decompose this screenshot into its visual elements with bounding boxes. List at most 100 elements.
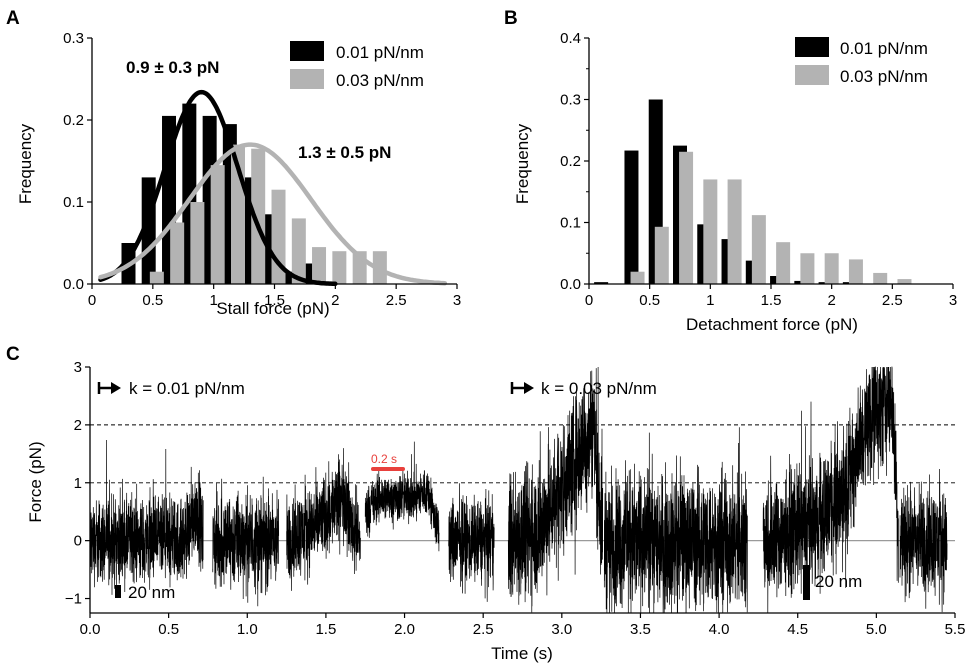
panel-a-x-tick-label: 1.5	[264, 292, 285, 309]
panel-c-x-tick-label: 3.5	[630, 621, 651, 638]
panel-a-x-tick-label: 2	[331, 292, 339, 309]
panel-b-x-tick-label: 3	[949, 292, 957, 309]
panel-b-y-tick-label: 0.3	[560, 92, 581, 109]
panel-b-legend-swatch-light	[795, 65, 829, 85]
panel-c-x-tick-label: 0.0	[80, 621, 101, 638]
panel-b-letter: B	[504, 8, 518, 29]
panel-c-x-tick-label: 2.0	[394, 621, 415, 638]
panel-b-bar-light	[727, 179, 742, 284]
panel-a-y-tick-label: 0.0	[63, 276, 84, 293]
panel-b-bar-light	[897, 279, 912, 284]
time-scale-label: 0.2 s	[371, 452, 397, 466]
panel-b-y-tick-label: 0.4	[560, 30, 581, 47]
panel-a-bar-light	[210, 165, 225, 284]
panel-b-bar-light	[630, 271, 645, 284]
panel-a-bar-light	[251, 148, 266, 284]
panel-a-y-axis-label: Frequency	[16, 123, 35, 204]
force-trace-high-k	[899, 468, 948, 613]
panel-a-fit-curve-dark	[98, 89, 338, 287]
panel-a-legend-swatch-dark	[290, 41, 324, 61]
force-trace-low-k	[448, 483, 495, 602]
arrow-right-icon	[97, 382, 121, 394]
panel-c-x-tick-label: 4.0	[709, 621, 730, 638]
panel-b-bar-light	[751, 215, 766, 284]
panel-b-bar-light	[703, 179, 718, 284]
arrow-right-icon	[510, 382, 534, 394]
panel-b-bar-dark	[594, 282, 609, 284]
panel-b-bar-light	[776, 242, 791, 284]
panel-c-letter: C	[6, 344, 20, 365]
stiffness-label-low: k = 0.01 pN/nm	[129, 379, 245, 398]
panel-a-annotation-high-k: 1.3 ± 0.5 pN	[298, 143, 391, 162]
force-trace-low-k	[89, 439, 204, 595]
panel-a-x-axis-label: Stall force (pN)	[216, 299, 329, 318]
panel-a-legend-label-dark: 0.01 pN/nm	[336, 43, 424, 62]
panel-a-x-tick-label: 3	[453, 292, 461, 309]
panel-a-fit-curve-light	[98, 142, 448, 286]
force-trace-low-k	[212, 476, 280, 607]
panel-a-legend-swatch-light	[290, 69, 324, 89]
panel-a-bar-light	[332, 251, 347, 284]
force-trace-high-k	[603, 427, 748, 614]
distance-scale-label-large: 20 nm	[815, 572, 862, 591]
panel-c-y-tick-label: −1	[65, 591, 82, 608]
panel-a-y-tick-label: 0.1	[63, 194, 84, 211]
panel-b-x-tick-label: 1.5	[761, 292, 782, 309]
panel-a-legend-label-light: 0.03 pN/nm	[336, 71, 424, 90]
panel-a-letter: A	[6, 8, 20, 29]
panel-a-y-tick-label: 0.3	[63, 30, 84, 47]
panel-c-x-tick-label: 3.0	[551, 621, 572, 638]
panel-c-chart: C 0.0 0.5 1.0 1.5 2.0 2.5 3.0 3.5 4.0 4.5 5.0 5.5 −1…	[6, 344, 965, 663]
force-trace-high-k	[507, 366, 604, 613]
panel-b-x-tick-label: 2	[827, 292, 835, 309]
panel-c-x-axis-label: Time (s)	[491, 644, 553, 663]
panel-b-y-tick-label: 0.1	[560, 215, 581, 232]
distance-scale-bar-small	[115, 585, 121, 598]
panel-b-x-tick-label: 0	[585, 292, 593, 309]
panel-b-y-tick-label: 0.0	[560, 276, 581, 293]
panel-c-x-tick-label: 2.5	[473, 621, 494, 638]
panel-a-bar-light	[312, 247, 327, 284]
panel-a-x-tick-label: 1	[209, 292, 217, 309]
force-trace-high-k	[762, 366, 899, 614]
panel-a-bar-light	[190, 202, 205, 284]
panel-b-y-tick-label: 0.2	[560, 153, 581, 170]
force-trace-low-k	[286, 448, 361, 591]
panel-c-y-tick-label: 1	[74, 475, 82, 492]
panel-a-y-tick-label: 0.2	[63, 112, 84, 129]
panel-b-y-axis-label: Frequency	[513, 123, 532, 204]
panel-b-bar-light	[800, 253, 815, 284]
panel-b-legend-swatch-dark	[795, 37, 829, 57]
panel-b-bar-light	[654, 226, 669, 284]
panel-b-chart: B 0 0.5 1 1.5 2 2.5 3 0.0 0.1 0.2 0.3 0.4 Detachmen…	[504, 8, 957, 334]
panel-c-x-tick-label: 4.5	[787, 621, 808, 638]
panel-b-bar-light	[679, 151, 694, 284]
panel-b-bar-light	[824, 253, 839, 284]
panel-a-chart: A 0 0.5 1 1.5 2 2.5 3 0.0 0.1 0.2 0.3 Stall force …	[6, 8, 461, 318]
panel-c-x-tick-label: 5.0	[866, 621, 887, 638]
panel-c-y-tick-label: 2	[74, 417, 82, 434]
force-trace-low-k	[364, 441, 440, 552]
panel-b-bar-light	[873, 272, 888, 284]
panel-a-bar-light	[291, 218, 306, 284]
panel-c-x-tick-label: 5.5	[945, 621, 966, 638]
panel-b-x-tick-label: 1	[706, 292, 714, 309]
panel-b-legend-label-light: 0.03 pN/nm	[840, 67, 928, 86]
panel-b-bar-light	[848, 259, 863, 284]
panel-b-x-tick-label: 0.5	[639, 292, 660, 309]
panel-a-x-tick-label: 2.5	[386, 292, 407, 309]
panel-c-x-tick-label: 0.5	[158, 621, 179, 638]
panel-b-legend-label-dark: 0.01 pN/nm	[840, 39, 928, 58]
panel-a-x-tick-label: 0.5	[142, 292, 163, 309]
distance-scale-bar-large	[803, 565, 810, 600]
panel-a-bar-light	[149, 271, 164, 284]
panel-c-x-tick-label: 1.0	[237, 621, 258, 638]
panel-a-annotation-low-k: 0.9 ± 0.3 pN	[126, 58, 219, 77]
stiffness-label-high: k = 0.03 pN/nm	[541, 379, 657, 398]
panel-c-y-tick-label: 0	[74, 533, 82, 550]
distance-scale-label-small: 20 nm	[128, 583, 175, 602]
panel-c-x-tick-label: 1.5	[315, 621, 336, 638]
panel-a-x-tick-label: 0	[88, 292, 96, 309]
panel-c-y-axis-label: Force (pN)	[26, 441, 45, 522]
